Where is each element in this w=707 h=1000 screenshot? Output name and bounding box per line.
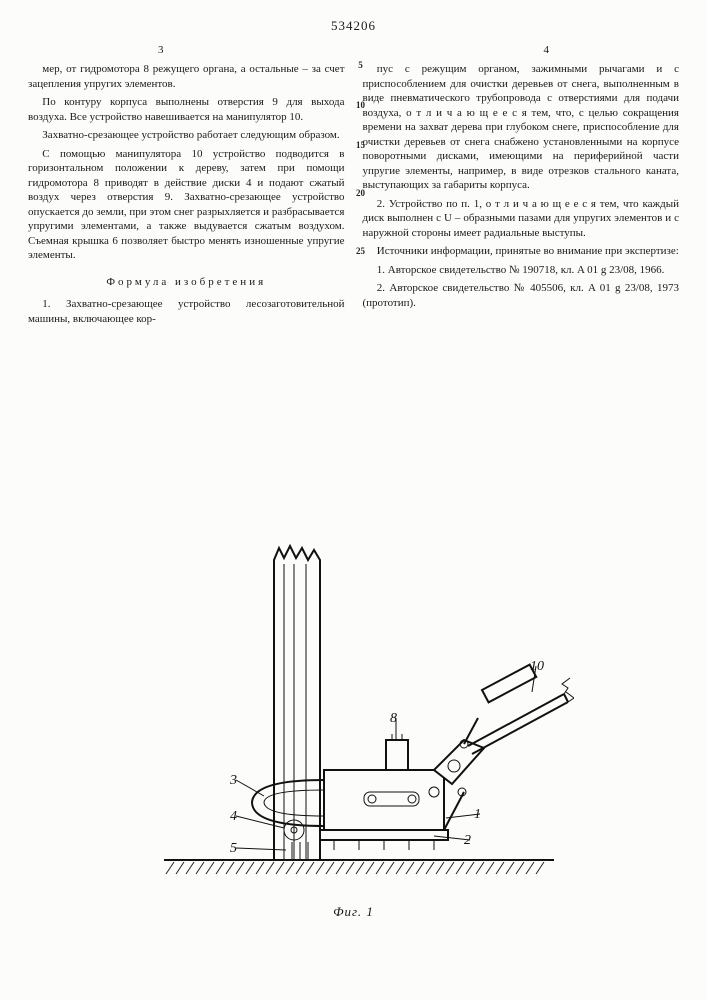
doc-number: 534206 <box>28 18 679 34</box>
para: 2. Устройство по п. 1, о т л и ч а ю щ е… <box>363 197 680 241</box>
para: Источники информации, принятые во вниман… <box>363 244 680 259</box>
svg-text:1: 1 <box>474 807 481 822</box>
page-numbers: 3 4 <box>28 44 679 58</box>
right-column: пус с режущим органом, зажимными рычагам… <box>363 62 680 330</box>
figure-svg: 3 4 5 8 12 10 <box>134 540 574 900</box>
figure-1: 3 4 5 8 12 10 Фиг. 1 <box>0 540 707 1000</box>
para: 1. Авторское свидетельство № 190718, кл.… <box>363 263 680 278</box>
page-num-left: 3 <box>158 44 164 56</box>
line-mark: 25 <box>354 246 368 256</box>
svg-text:3: 3 <box>229 773 237 788</box>
line-mark: 20 <box>354 188 368 198</box>
para: 2. Авторское свидетельство № 405506, кл.… <box>363 281 680 310</box>
line-mark: 15 <box>354 140 368 150</box>
para: 1. Захватно-срезающее устройство лесозаг… <box>28 297 345 326</box>
left-column: мер, от гидромотора 8 режущего органа, а… <box>28 62 345 330</box>
svg-text:2: 2 <box>464 833 471 848</box>
para: пус с режущим органом, зажимными рычагам… <box>363 62 680 193</box>
figure-caption: Фиг. 1 <box>333 904 374 920</box>
line-mark: 10 <box>354 100 368 110</box>
para: Захватно-срезающее устройство работает с… <box>28 128 345 143</box>
formula-heading: Формула изобретения <box>28 275 345 290</box>
page-num-right: 4 <box>544 44 550 56</box>
para: По контуру корпуса выполнены отверстия 9… <box>28 95 345 124</box>
line-mark: 5 <box>354 60 368 70</box>
svg-text:8: 8 <box>390 711 397 726</box>
svg-text:4: 4 <box>230 809 237 824</box>
para: С помощью манипулятора 10 устройство под… <box>28 147 345 263</box>
svg-text:10: 10 <box>530 659 544 674</box>
para: мер, от гидромотора 8 режущего органа, а… <box>28 62 345 91</box>
svg-text:5: 5 <box>230 841 237 856</box>
